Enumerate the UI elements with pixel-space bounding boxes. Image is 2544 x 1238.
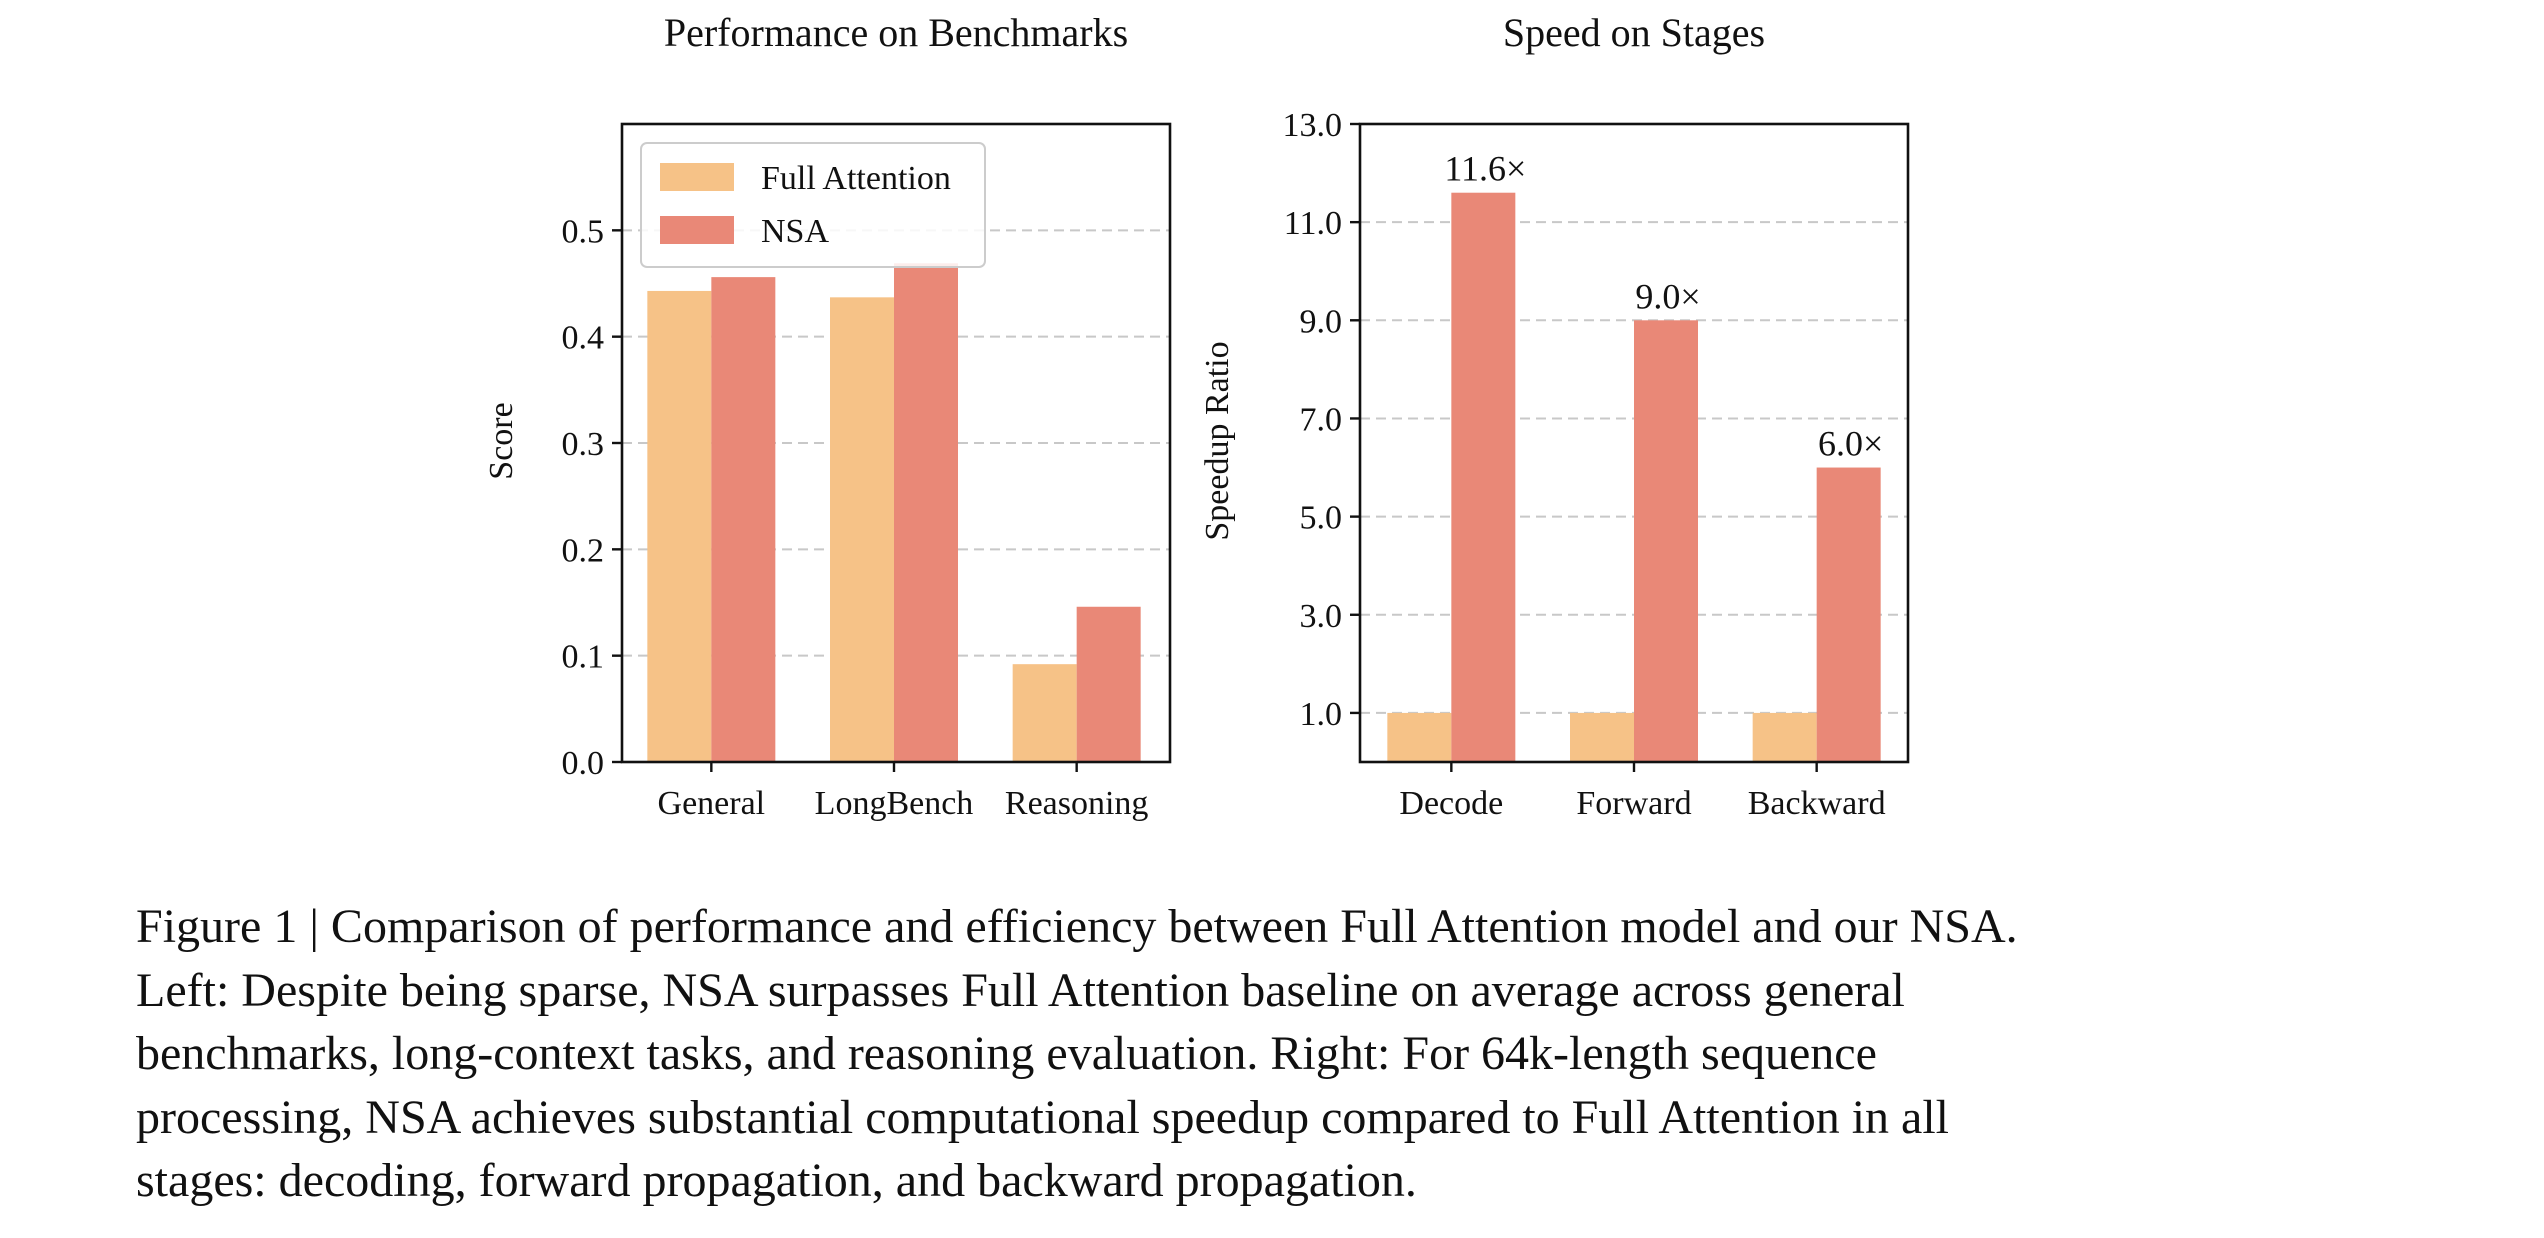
y-tick-label: 0.4 [562,320,605,357]
y-tick-label: 13.0 [1283,107,1343,144]
legend-swatch [660,216,734,244]
y-tick-label: 0.0 [562,745,605,782]
y-tick-label: 5.0 [1300,500,1343,537]
legend-entry: Full Attention [761,160,951,197]
caption-line: Left: Despite being sparse, NSA surpasse… [136,963,1905,1017]
y-tick-label: 1.0 [1300,696,1343,733]
bar-full-attention-longbench [830,297,894,762]
x-tick-label: Reasoning [1005,785,1149,822]
y-tick-label: 0.1 [562,639,605,676]
data-label: 11.6× [1444,149,1526,189]
y-tick-label: 9.0 [1300,303,1343,340]
bar-nsa-reasoning [1076,606,1141,762]
caption-line: benchmarks, long-context tasks, and reas… [136,1027,1877,1080]
bar-full-attention-general [647,290,712,762]
y-tick-label: 0.3 [562,426,605,463]
figure-caption: Figure 1 | Comparison of performance and… [136,895,2266,1213]
y-tick-label: 11.0 [1284,205,1342,242]
caption-line: Figure 1 | Comparison of performance and… [136,900,2018,953]
bar-nsa-longbench [894,263,958,762]
x-tick-label: LongBench [815,785,974,822]
chart-title: Speed on Stages [1503,10,1765,55]
legend-entry: NSA [761,213,829,250]
x-tick-label: Forward [1576,785,1691,822]
data-label: 6.0× [1818,424,1883,464]
chart-performance-on-benchmarks: Performance on Benchmarks 0.0 0.1 0.2 0.3 0.4… [483,10,1172,822]
x-tick-label: Decode [1399,785,1503,822]
y-tick-label: 3.0 [1300,598,1343,635]
y-axis-label: Score [483,402,520,479]
x-tick-label: Backward [1748,785,1886,822]
bar-nsa-backward [1816,467,1881,762]
bar-full-attention-reasoning [1012,664,1077,762]
x-tick-label: General [658,785,766,822]
bar-full-attention-decode [1387,712,1452,762]
y-axis-label: Speedup Ratio [1199,341,1236,540]
bar-full-attention-backward [1752,712,1817,762]
y-tick-label: 7.0 [1300,401,1343,438]
data-label: 9.0× [1635,276,1700,316]
chart-speed-on-stages: Speed on Stages 11.6× 9.0× 6.0× 1.0 3.0 5.0 7.0… [1199,10,1910,822]
chart-title: Performance on Benchmarks [664,10,1128,55]
caption-line: stages: decoding, forward propagation, a… [136,1154,1417,1207]
bar-nsa-general [711,277,776,762]
bar-full-attention-forward [1570,712,1634,762]
y-tick-label: 0.2 [562,532,605,569]
caption-line: processing, NSA achieves substantial com… [136,1090,1950,1144]
bar-nsa-forward [1634,320,1698,762]
bar-nsa-decode [1451,192,1516,762]
legend-swatch [660,163,734,191]
y-tick-label: 0.5 [562,213,605,250]
